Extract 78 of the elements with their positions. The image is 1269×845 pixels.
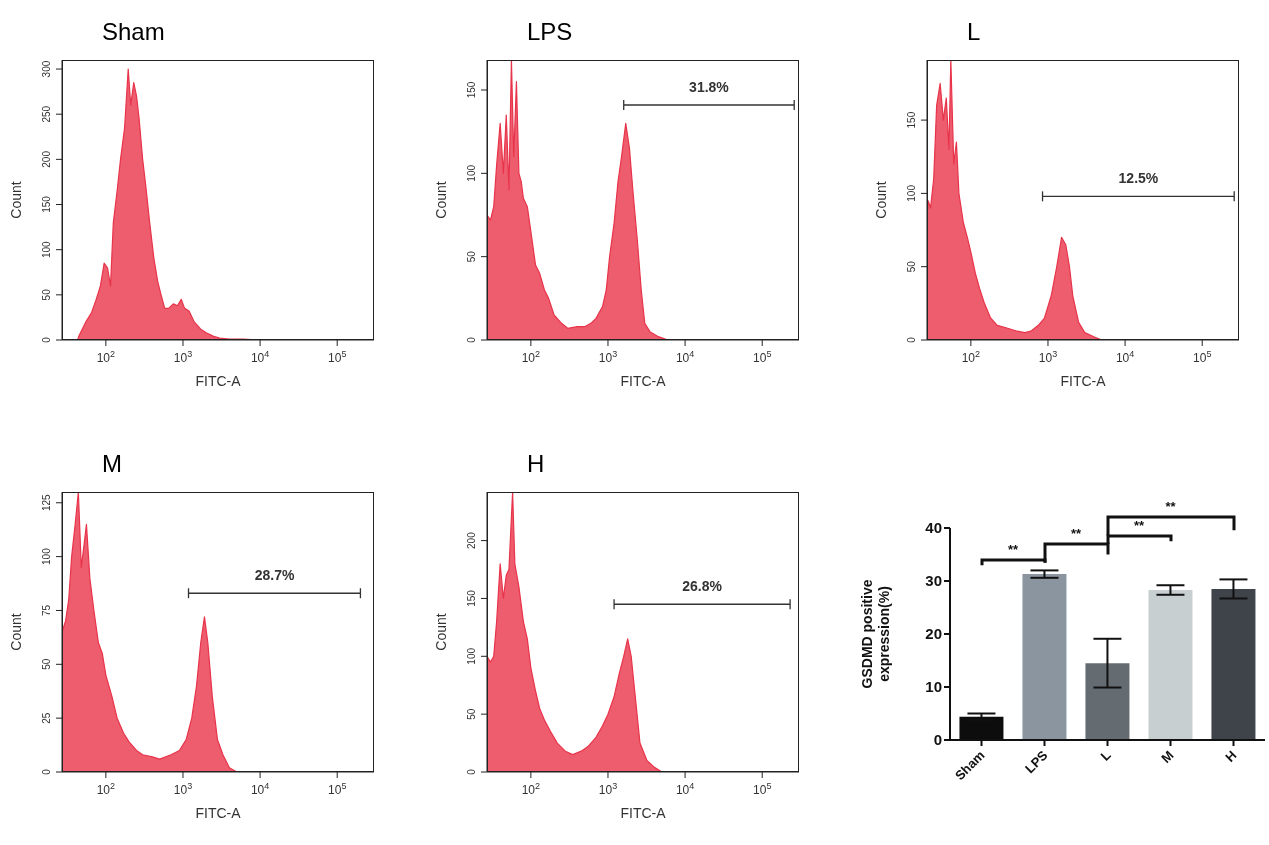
y-tick-label: 0 [466, 336, 477, 343]
annotation: ** [1069, 525, 1083, 541]
y-tick-label: 100 [41, 240, 52, 259]
y-tick-label: 50 [466, 708, 477, 720]
x-tick-label: 10$^{5}$ [753, 349, 772, 365]
y-tick-label: 125 [41, 493, 52, 512]
x-tick-label: 10$^{3}$ [598, 349, 618, 365]
x-tick-label: 10$^{3}$ [173, 349, 193, 365]
x-tick-label: L [1097, 747, 1114, 764]
x-tick-label: 10$^{2}$ [521, 349, 541, 365]
x-tick-label: 10$^{4}$ [675, 781, 695, 797]
x-tick-label: 10$^{5}$ [328, 349, 347, 365]
y-axis-title: Count [7, 181, 24, 219]
y-tick-label: 100 [466, 647, 477, 665]
y-axis-title: Count [432, 613, 449, 651]
y-tick-label: 30 [925, 572, 942, 590]
x-axis-title: FITC-A [195, 373, 242, 389]
x-tick-label: M [1158, 747, 1177, 766]
x-tick-label: 10$^{3}$ [1038, 349, 1058, 365]
chart-title: L [967, 18, 981, 46]
x-tick-label: 10$^{3}$ [598, 781, 618, 797]
x-tick-label: 10$^{5}$ [753, 781, 772, 797]
chart-title: Sham [102, 18, 165, 46]
y-tick-label: 0 [933, 731, 942, 749]
y-tick-label: 50 [906, 260, 917, 273]
x-tick-label: 10$^{4}$ [1115, 349, 1135, 365]
annotation: ** [1132, 517, 1146, 533]
text: ** [1164, 499, 1177, 515]
y-tick-label: 200 [41, 150, 52, 168]
x-axis-title: FITC-A [1060, 373, 1107, 389]
annotation: 12.5% [1117, 170, 1160, 187]
y-tick-label: 150 [466, 81, 477, 99]
y-tick-label: 10 [925, 678, 942, 696]
x-tick-label: 10$^{2}$ [961, 349, 981, 365]
x-axis-title: FITC-A [195, 805, 242, 821]
y-tick-label: 0 [41, 336, 52, 343]
y-tick-label: 0 [466, 768, 477, 775]
y-tick-label: 50 [466, 250, 477, 263]
y-tick-label: 50 [41, 658, 52, 670]
y-tick-label: 150 [41, 195, 52, 213]
y-tick-label: 100 [41, 547, 52, 565]
annotation: 28.7% [253, 567, 296, 584]
y-tick-label: 150 [906, 111, 917, 129]
annotation: 26.8% [681, 578, 723, 595]
chart-title: LPS [527, 18, 573, 46]
y-tick-label: 50 [41, 288, 52, 301]
y-axis-title: Count [7, 613, 24, 651]
x-tick-label: 10$^{4}$ [250, 781, 270, 797]
x-tick-label: 10$^{2}$ [96, 781, 116, 797]
x-tick-label: 10$^{5}$ [1193, 349, 1212, 365]
y-tick-label: 250 [41, 105, 52, 123]
chart-title: H [527, 450, 545, 478]
y-tick-label: 0 [41, 768, 52, 775]
x-tick-label: 10$^{4}$ [675, 349, 695, 365]
annotation: 31.8% [688, 79, 730, 95]
x-tick-label: 10$^{2}$ [521, 781, 541, 797]
y-axis-title: Count [872, 181, 889, 219]
y-tick-label: 75 [41, 604, 52, 617]
x-tick-label: 10$^{2}$ [96, 349, 116, 365]
y-tick-label: 25 [41, 712, 52, 724]
x-axis-title: FITC-A [620, 373, 667, 389]
y-tick-label: 200 [466, 531, 477, 549]
x-axis-title: FITC-A [620, 805, 667, 821]
y-tick-label: 40 [925, 519, 942, 537]
annotation: ** [1006, 541, 1020, 557]
y-axis-title: GSDMD positive expression(%) [859, 579, 892, 689]
y-tick-label: 0 [906, 336, 917, 343]
x-tick-label: H [1222, 747, 1240, 765]
y-tick-label: 300 [41, 60, 52, 78]
y-tick-label: 20 [925, 625, 942, 643]
x-tick-label: 10$^{5}$ [328, 781, 347, 797]
y-tick-label: 100 [906, 184, 917, 202]
y-tick-label: 100 [466, 164, 477, 182]
y-tick-label: 150 [466, 589, 477, 607]
chart-title: M [102, 450, 122, 478]
x-tick-label: 10$^{4}$ [250, 349, 270, 365]
x-tick-label: 10$^{3}$ [173, 781, 193, 797]
y-axis-title: Count [432, 181, 449, 219]
